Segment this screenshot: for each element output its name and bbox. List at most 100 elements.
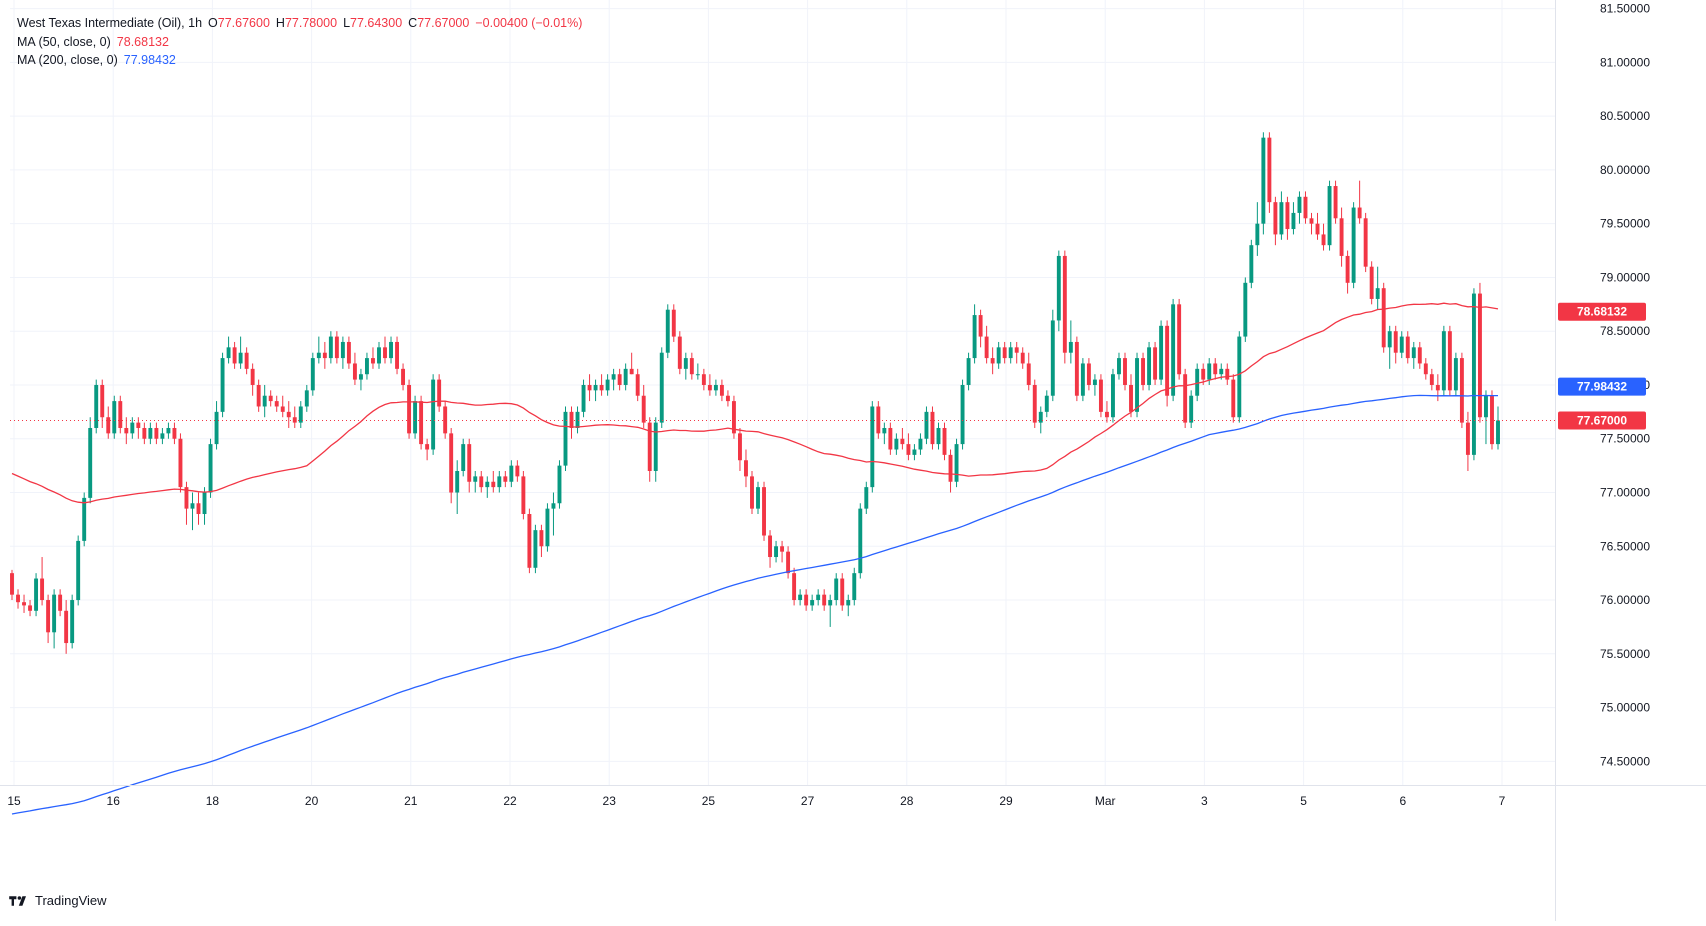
candle-body [1056,255,1061,321]
candle-body [70,600,75,644]
y-tick-label: 80.50000 [1600,109,1650,123]
candle-body [383,347,387,359]
y-tick-label: 76.00000 [1600,593,1650,607]
y-tick-label: 81.00000 [1600,55,1650,69]
candle [425,438,430,461]
candle-body [894,438,899,450]
candle-body [1363,218,1368,267]
candle-body [750,476,754,509]
time-axis[interactable]: 15 16 18 20 21 22 23 25 27 28 29 Mar 3 5 6 7 [0,785,1706,809]
price-axis[interactable]: 74.50000 75.00000 75.50000 76.00000 76.50000… [1555,0,1651,921]
candle [1189,390,1194,428]
candle [623,363,628,391]
candle [334,331,339,364]
candle-body [707,384,712,391]
candle [774,540,779,563]
candle [671,304,676,342]
candle [40,557,45,606]
candle-body [1465,422,1470,455]
candle-body [172,427,177,439]
candle-body [641,395,646,423]
price-tag-box [1558,377,1646,396]
candle-body [1117,358,1121,375]
candle [539,524,544,558]
candle-body [798,594,803,601]
candle-body [1135,358,1139,412]
tradingview-logo[interactable]: TradingView [9,893,107,908]
candle [286,401,291,428]
candle [996,341,1001,369]
candle-body [1002,347,1007,359]
candle-body [1321,234,1326,246]
candle-body [701,374,706,385]
candle-body [1147,347,1152,385]
candle-body [1357,207,1362,219]
candle-body [184,487,189,509]
candle-body [232,347,237,364]
candle [1297,191,1302,224]
candle-body [1219,368,1224,375]
candle [629,352,634,375]
candle [1369,261,1374,305]
ohlc-low-value: 77.64300 [350,16,403,30]
candle [1153,341,1158,385]
candle [1285,196,1290,240]
candle [990,347,995,375]
candle-body [1429,374,1434,385]
candle [1393,325,1398,364]
x-tick-label: 15 [7,794,21,808]
candle [124,417,129,445]
candle-body [527,514,532,568]
candle [1135,352,1139,418]
x-tick-label: 6 [1399,794,1406,808]
candle-body [780,546,785,552]
candle-body [449,433,454,493]
candle-body [395,341,399,369]
candle-body [1333,186,1338,219]
ma50-row[interactable]: MA (50, close, 0) 78.68132 [17,33,582,52]
candle-body [371,358,375,364]
candle [557,460,562,509]
candle [52,589,57,649]
candle [641,384,646,428]
candle-body [1477,293,1482,418]
candle-body [1291,212,1296,230]
candle-body [160,433,165,439]
candle [1459,352,1464,428]
x-tick-label: 18 [206,794,220,808]
candle-body [190,503,195,509]
candle-body [1231,379,1236,418]
candle-body [1068,341,1073,353]
candle-body [912,449,917,455]
candle-body [1213,363,1218,375]
candle-body [1267,137,1272,203]
candle [328,331,333,364]
candle-body [713,384,718,391]
candle [76,535,81,606]
candle-body [557,465,562,504]
x-tick-label: 28 [900,794,914,808]
ma200-row[interactable]: MA (200, close, 0) 77.98432 [17,51,582,70]
candle [503,471,508,488]
candle-body [1303,196,1308,219]
candle-body [816,594,821,601]
candle-body [298,406,303,423]
candle [1177,298,1182,380]
candle-body [64,610,69,644]
candle [924,406,929,445]
candle [738,427,742,471]
ohlc-high-label: H [275,16,285,30]
candle-body [725,395,730,402]
symbol-row[interactable]: West Texas Intermediate (Oil), 1h O77.676… [17,14,582,33]
candle-body [984,336,989,359]
candle-body [286,411,291,418]
candle [1020,347,1025,369]
candle-body [954,444,959,482]
candle-body [1399,336,1404,353]
candle-body [942,427,947,455]
candle-body [461,444,466,471]
symbol-title: West Texas Intermediate (Oil), 1h [17,16,203,30]
candle [744,449,748,488]
